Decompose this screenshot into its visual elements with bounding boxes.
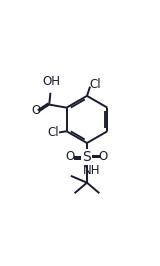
Text: S: S (83, 150, 91, 164)
Text: NH: NH (83, 164, 100, 177)
Text: O: O (31, 104, 40, 117)
Text: O: O (66, 150, 75, 163)
Text: Cl: Cl (90, 78, 101, 91)
Text: O: O (99, 150, 108, 163)
Text: Cl: Cl (47, 126, 59, 139)
Text: OH: OH (42, 74, 60, 88)
